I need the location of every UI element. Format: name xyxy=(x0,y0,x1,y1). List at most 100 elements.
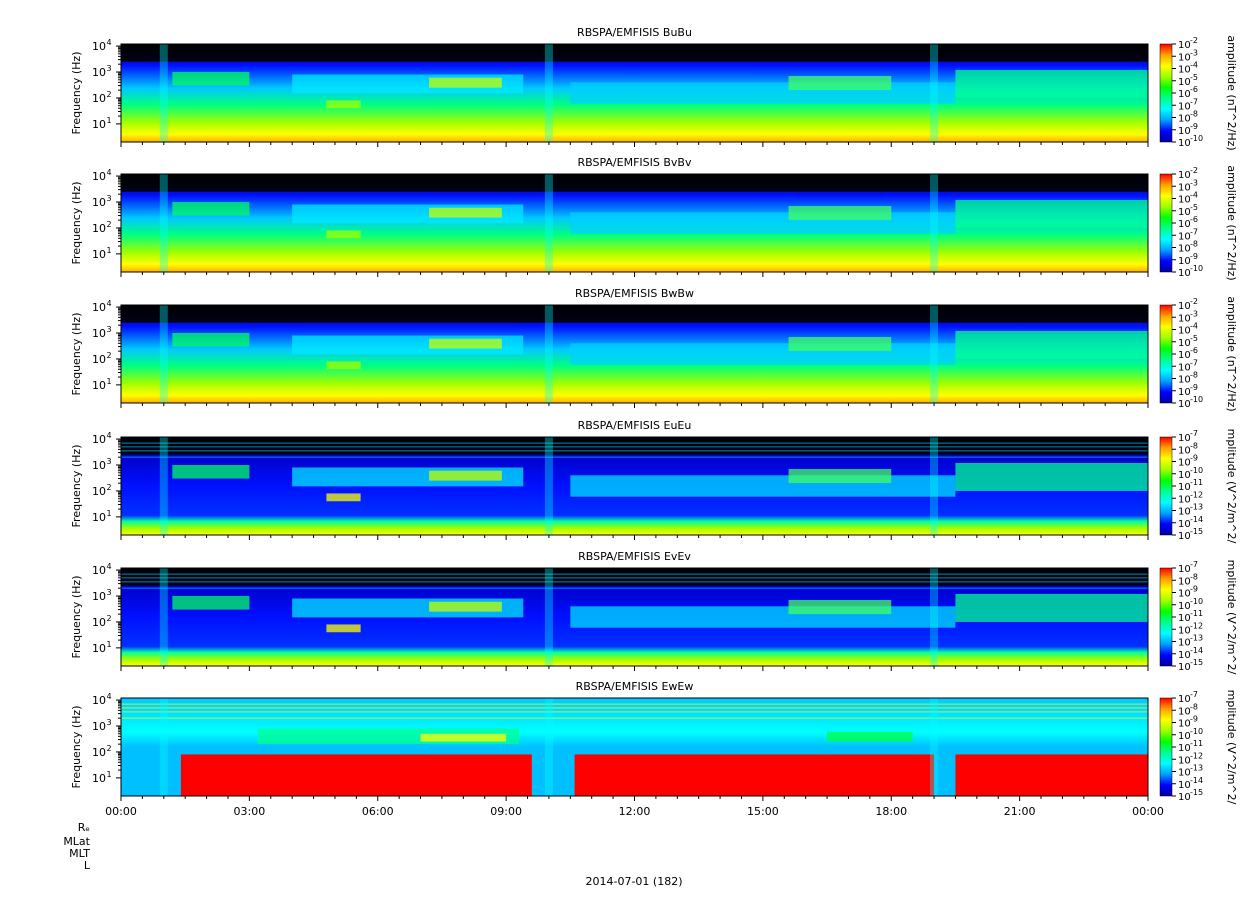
emission-band xyxy=(326,624,361,633)
y-tick-exponent: 1 xyxy=(106,246,111,255)
y-tick-label: 10 xyxy=(92,196,106,209)
colorbar-tick-exponent: -3 xyxy=(1190,48,1198,57)
colorbar-tick-label: 10 xyxy=(1178,52,1191,63)
y-tick-exponent: 4 xyxy=(106,562,111,571)
emission-band xyxy=(326,361,361,370)
spectrogram-image xyxy=(121,174,1148,272)
colorbar-tick-exponent: -7 xyxy=(1190,97,1198,106)
colorbar-tick-exponent: -6 xyxy=(1190,346,1198,355)
intense-low-frequency-region xyxy=(574,754,935,796)
y-tick-exponent: 4 xyxy=(106,692,111,701)
emission-band xyxy=(429,470,502,481)
colorbar-tick-label: 10 xyxy=(1178,101,1191,112)
row-label-mlt: MLT xyxy=(69,847,90,860)
y-tick-exponent: 3 xyxy=(106,64,111,73)
colorbar-tick-exponent: -3 xyxy=(1190,309,1198,318)
colorbar-tick-exponent: -2 xyxy=(1190,297,1198,306)
perigee-spike xyxy=(159,437,168,535)
date-label: 2014-07-01 (182) xyxy=(585,875,682,888)
colorbar-tick-label: 10 xyxy=(1178,445,1191,456)
colorbar: 10-210-310-410-510-610-710-810-910-10 amp… xyxy=(1159,296,1238,412)
colorbar-tick-exponent: -8 xyxy=(1190,441,1198,450)
colorbar-tick-label: 10 xyxy=(1178,531,1191,542)
colorbar-tick-exponent: -12 xyxy=(1190,751,1203,760)
colorbar-tick-exponent: -9 xyxy=(1190,383,1198,392)
y-tick-exponent: 3 xyxy=(106,325,111,334)
colorbar-tick-exponent: -2 xyxy=(1190,166,1198,175)
y-tick-exponent: 1 xyxy=(106,509,111,518)
y-tick-exponent: 1 xyxy=(106,770,111,779)
colorbar-tick-label: 10 xyxy=(1178,40,1191,51)
colorbar-tick-exponent: -8 xyxy=(1190,371,1198,380)
colorbar-tick-exponent: -4 xyxy=(1190,61,1198,70)
colorbar-tick-label: 10 xyxy=(1178,114,1191,125)
colorbar-tick-exponent: -2 xyxy=(1190,36,1198,45)
perigee-spike xyxy=(930,174,939,272)
colorbar-tick-label: 10 xyxy=(1178,268,1191,279)
colorbar-tick-label: 10 xyxy=(1178,170,1191,181)
colorbar-tick-exponent: -8 xyxy=(1190,240,1198,249)
emission-band xyxy=(570,212,956,234)
colorbar-tick-exponent: -8 xyxy=(1190,110,1198,119)
emission-band xyxy=(955,330,1148,359)
colorbar-tick-exponent: -4 xyxy=(1190,191,1198,200)
colorbar-tick-label: 10 xyxy=(1178,256,1191,267)
x-tick-label: 21:00 xyxy=(1004,805,1036,818)
colorbar-tick-exponent: -6 xyxy=(1190,215,1198,224)
colorbar-tick-label: 10 xyxy=(1178,470,1191,481)
colorbar-tick-label: 10 xyxy=(1178,743,1191,754)
emission-band xyxy=(570,82,956,104)
colorbar-gradient xyxy=(1159,436,1173,536)
colorbar-gradient xyxy=(1159,697,1173,797)
x-tick-label: 15:00 xyxy=(747,805,779,818)
colorbar-tick-exponent: -15 xyxy=(1190,788,1203,797)
y-tick-exponent: 3 xyxy=(106,194,111,203)
colorbar-tick-exponent: -9 xyxy=(1190,454,1198,463)
colorbar-tick-exponent: -8 xyxy=(1190,702,1198,711)
colorbar-tick-label: 10 xyxy=(1178,613,1191,624)
spectrogram-image xyxy=(121,305,1148,403)
colorbar-tick-label: 10 xyxy=(1178,231,1191,242)
colorbar-tick-exponent: -11 xyxy=(1190,609,1203,618)
colorbar-tick-exponent: -10 xyxy=(1190,466,1203,475)
y-tick-label: 10 xyxy=(92,616,106,629)
emission-band xyxy=(429,601,502,612)
colorbar-tick-label: 10 xyxy=(1178,792,1191,803)
colorbar-tick-exponent: -9 xyxy=(1190,715,1198,724)
colorbar-tick-label: 10 xyxy=(1178,244,1191,255)
emission-band xyxy=(429,338,502,349)
y-tick-label: 10 xyxy=(92,772,106,785)
emission-band xyxy=(570,606,956,628)
perigee-spike xyxy=(930,44,939,142)
colorbar-tick-exponent: -13 xyxy=(1190,503,1203,512)
y-axis-label: Frequency (Hz) xyxy=(70,576,83,659)
panel-title: RBSPA/EMFISIS EwEw xyxy=(576,680,694,693)
y-tick-label: 10 xyxy=(92,301,106,314)
perigee-spike xyxy=(930,305,939,403)
y-tick-label: 10 xyxy=(92,485,106,498)
y-tick-label: 10 xyxy=(92,642,106,655)
colorbar-tick-exponent: -7 xyxy=(1190,690,1198,699)
colorbar-label: mplitude (V^2/m^2/ xyxy=(1225,560,1238,675)
x-tick-label: 06:00 xyxy=(362,805,394,818)
colorbar-tick-exponent: -13 xyxy=(1190,764,1203,773)
emission-band xyxy=(788,206,892,221)
colorbar-tick-exponent: -14 xyxy=(1190,646,1203,655)
colorbar-tick-label: 10 xyxy=(1178,768,1191,779)
y-tick-label: 10 xyxy=(92,248,106,261)
colorbar-tick-exponent: -10 xyxy=(1190,727,1203,736)
perigee-spike xyxy=(930,437,939,535)
colorbar-tick-exponent: -15 xyxy=(1190,658,1203,667)
perigee-spike xyxy=(159,305,168,403)
colorbar-tick-label: 10 xyxy=(1178,589,1191,600)
colorbar-tick-label: 10 xyxy=(1178,731,1191,742)
emission-band xyxy=(326,493,361,502)
colorbar-tick-exponent: -6 xyxy=(1190,85,1198,94)
colorbar-tick-label: 10 xyxy=(1178,65,1191,76)
y-tick-exponent: 2 xyxy=(106,483,111,492)
perigee-spike xyxy=(544,437,553,535)
no-signal-region xyxy=(121,437,1148,455)
colorbar-tick-label: 10 xyxy=(1178,482,1191,493)
